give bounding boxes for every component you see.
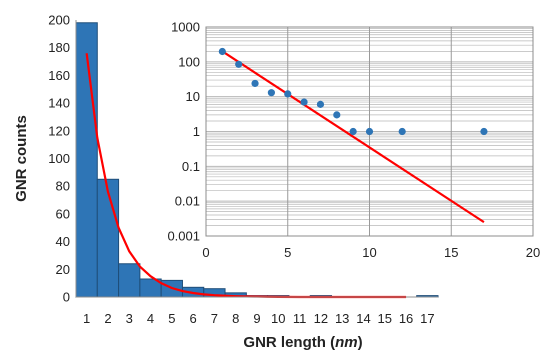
inset-data-point <box>398 127 406 136</box>
histogram-y-tick-label: 200 <box>48 13 70 28</box>
inset-data-point <box>349 127 357 136</box>
inset-data-point <box>333 111 341 119</box>
inset-y-tick-label: 100 <box>178 54 200 69</box>
histogram-x-tick-label: 13 <box>335 311 349 326</box>
histogram-x-tick-label: 16 <box>399 311 413 326</box>
histogram-y-tick-label: 180 <box>48 40 70 55</box>
inset-y-tick-label: 0.001 <box>167 229 200 244</box>
histogram-y-tick-label: 160 <box>48 68 70 83</box>
inset-fit-line <box>221 50 485 224</box>
histogram-x-tick-label: 17 <box>420 311 434 326</box>
inset-data-point <box>480 127 488 136</box>
histogram-y-tick-label: 100 <box>48 151 70 166</box>
histogram-x-tick-label: 5 <box>168 311 175 326</box>
histogram-x-tick-label: 3 <box>126 311 133 326</box>
histogram-bar <box>118 263 141 298</box>
histogram-x-tick-label: 11 <box>293 311 307 326</box>
inset-y-tick-label: 0.01 <box>175 194 200 209</box>
histogram-x-tick-label: 9 <box>253 311 260 326</box>
histogram-y-tick-label: 80 <box>56 179 70 194</box>
inset-data-point <box>251 79 259 88</box>
histogram-x-tick-label: 14 <box>356 311 370 326</box>
inset-y-tick-label: 10 <box>186 89 200 104</box>
histogram-x-tick-label: 10 <box>271 311 285 326</box>
histogram-y-tick-label: 60 <box>56 206 70 221</box>
inset-data-point <box>316 100 325 108</box>
inset-y-tick-labels: 0.001 0.01 0.1 1 10 100 1000 <box>167 20 200 244</box>
histogram-bar <box>96 178 120 298</box>
histogram-x-tick-label: 1 <box>83 311 90 326</box>
histogram-x-axis-title: GNR length (nm) <box>243 334 362 351</box>
inset-log-chart: 0 5 10 15 20 0.001 0.01 0.1 1 10 100 1000 <box>167 20 540 261</box>
histogram-y-axis-title: GNR counts <box>13 115 30 202</box>
histogram-bar <box>75 22 98 298</box>
histogram-x-tick-label: 4 <box>147 311 154 326</box>
inset-x-tick-label: 5 <box>284 245 291 260</box>
inset-plot-frame <box>205 26 534 237</box>
histogram-y-tick-label: 0 <box>63 290 70 305</box>
histogram-y-tick-label: 140 <box>48 96 70 111</box>
inset-x-tick-label: 20 <box>526 245 540 260</box>
histogram-y-tick-labels: 0 20 40 60 80 100 120 140 160 180 200 <box>48 13 70 305</box>
inset-data-point <box>218 47 226 56</box>
histogram-x-tick-label: 6 <box>190 311 197 326</box>
histogram-x-tick-label: 7 <box>211 311 218 326</box>
histogram-chart: 1 2 3 4 5 6 7 8 9 10 11 12 13 14 15 16 17 02040608010012… <box>13 13 439 351</box>
inset-data-point <box>267 89 275 97</box>
inset-data-points <box>218 47 488 136</box>
inset-x-tick-label: 0 <box>202 245 209 260</box>
inset-x-tick-label: 10 <box>362 245 376 260</box>
inset-y-tick-label: 0.1 <box>182 159 200 174</box>
inset-y-tick-label: 1 <box>193 124 200 139</box>
histogram-x-tick-label: 2 <box>104 311 111 326</box>
histogram-x-tick-label: 15 <box>378 311 392 326</box>
inset-x-tick-labels: 0 5 10 15 20 <box>202 245 540 260</box>
histogram-y-tick-label: 40 <box>56 234 70 249</box>
inset-data-point <box>365 127 374 136</box>
histogram-y-tick-label: 20 <box>56 262 70 277</box>
inset-data-point <box>235 60 243 68</box>
histogram-x-tick-label: 12 <box>314 311 328 326</box>
inset-x-tick-label: 15 <box>444 245 458 260</box>
histogram-x-tick-labels: 1 2 3 4 5 6 7 8 9 10 11 12 13 14 15 16 17 <box>83 311 435 326</box>
inset-y-tick-label: 1000 <box>171 20 200 35</box>
inset-data-point <box>284 90 292 98</box>
histogram-y-tick-label: 120 <box>48 123 70 138</box>
histogram-x-tick-label: 8 <box>232 311 239 326</box>
inset-data-point <box>300 98 308 106</box>
